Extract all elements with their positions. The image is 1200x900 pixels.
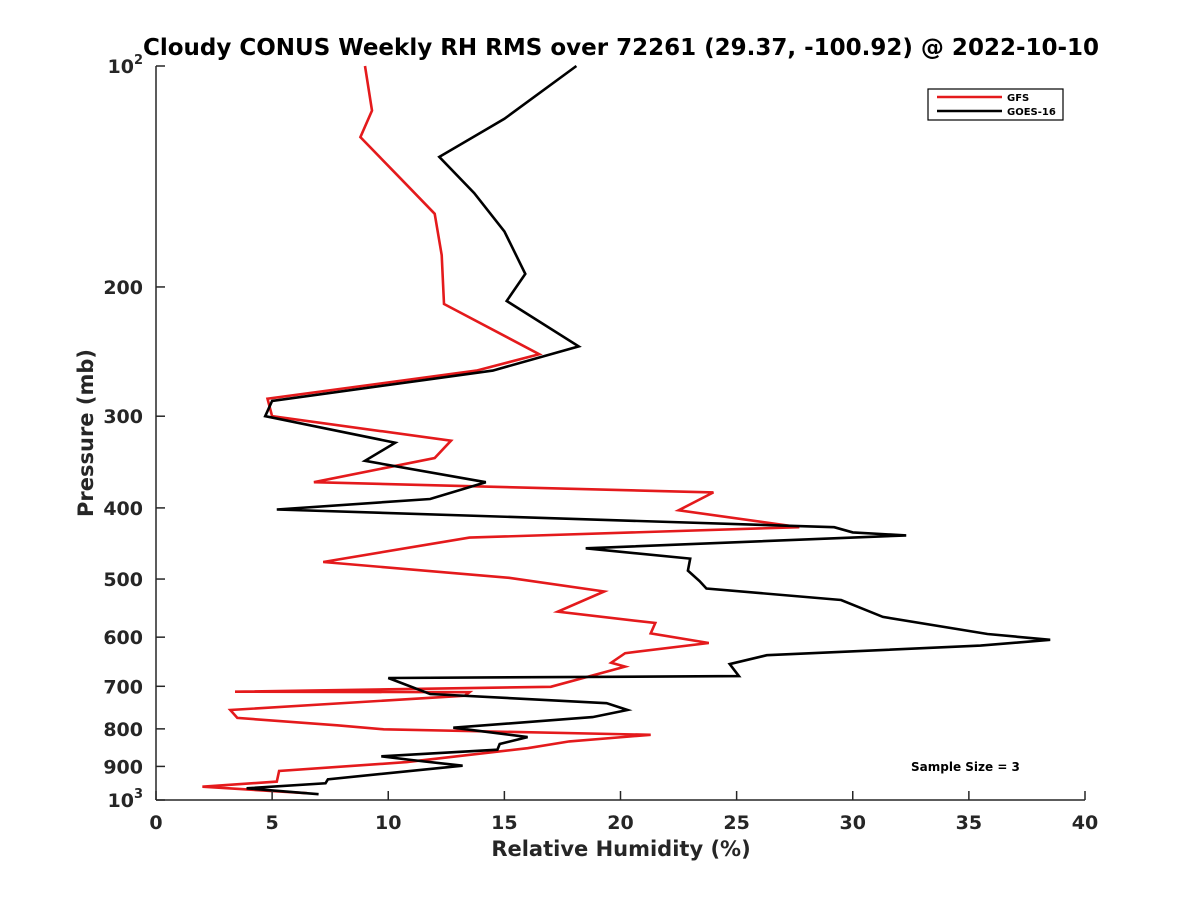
series-line-gfs	[202, 65, 800, 795]
sample-size-annotation: Sample Size = 3	[911, 760, 1020, 774]
y-tick-label: 800	[103, 719, 143, 741]
y-tick-label: 103	[108, 787, 144, 812]
y-tick-label: 400	[103, 498, 143, 520]
y-tick-label: 900	[103, 756, 143, 778]
x-tick-label: 25	[723, 812, 749, 834]
y-ticks: 102 200 300 400 500 600 700 800 900 103	[103, 53, 165, 812]
legend-label-gfs: GFS	[1007, 93, 1029, 104]
series-line-goes16	[246, 64, 1051, 796]
x-tick-label: 10	[375, 812, 401, 834]
x-tick-label: 20	[607, 812, 633, 834]
legend-box	[927, 88, 1064, 121]
x-ticks: 0 5 10 15 20 25 30 35 40	[149, 791, 1098, 834]
y-tick-label: 600	[103, 627, 143, 649]
y-tick-label: 102	[108, 53, 144, 78]
x-tick-label: 5	[266, 812, 279, 834]
legend: GFS GOES-16	[927, 88, 1064, 121]
x-axis-label: Relative Humidity (%)	[491, 837, 750, 861]
y-tick-label: 200	[103, 277, 143, 299]
y-tick-label: 300	[103, 406, 143, 428]
x-tick-label: 0	[149, 812, 162, 834]
y-tick-label: 700	[103, 676, 143, 698]
x-tick-label: 15	[491, 812, 517, 834]
x-tick-label: 30	[840, 812, 866, 834]
plot-lines	[202, 64, 1051, 796]
y-tick-label: 500	[103, 569, 143, 591]
legend-label-goes16: GOES-16	[1007, 107, 1056, 118]
y-axis-label: Pressure (mb)	[74, 349, 98, 517]
x-tick-label: 40	[1072, 812, 1098, 834]
x-tick-label: 35	[956, 812, 982, 834]
chart-title: Cloudy CONUS Weekly RH RMS over 72261 (2…	[143, 35, 1099, 61]
